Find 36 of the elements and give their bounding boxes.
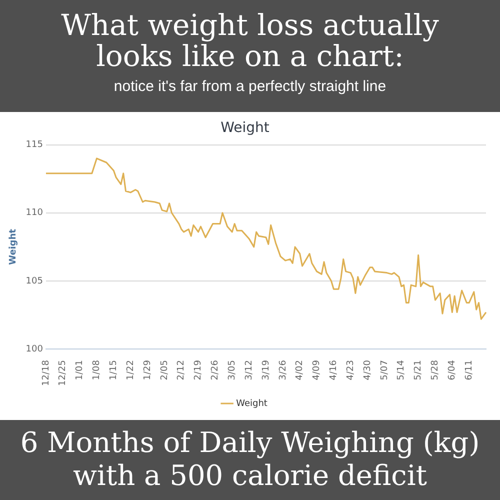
x-tick-label: 3/05 bbox=[227, 360, 238, 380]
x-tick-label: 1/15 bbox=[109, 360, 120, 380]
x-tick-label: 12/25 bbox=[58, 360, 68, 386]
y-tick-label: 110 bbox=[26, 208, 44, 218]
x-tick-label: 5/21 bbox=[414, 360, 424, 380]
x-tick-label: 6/04 bbox=[447, 360, 458, 380]
x-tick-label: 1/22 bbox=[126, 360, 136, 380]
x-tick-label: 2/26 bbox=[210, 360, 221, 380]
x-tick-label: 1/08 bbox=[92, 360, 102, 380]
x-tick-label: 4/09 bbox=[312, 360, 322, 380]
x-tick-label: 4/16 bbox=[329, 360, 340, 380]
x-tick-label: 3/19 bbox=[261, 360, 272, 380]
x-tick-label: 1/29 bbox=[142, 360, 153, 380]
y-tick-label: 100 bbox=[26, 344, 44, 354]
x-tick-label: 5/28 bbox=[430, 360, 441, 380]
x-tick-label: 4/30 bbox=[362, 360, 373, 380]
x-tick-label: 4/23 bbox=[346, 360, 356, 380]
chart-subtitle: notice it's far from a perfectly straight line bbox=[112, 78, 388, 95]
x-tick-label: 12/18 bbox=[41, 360, 52, 386]
text: 6 Months of Daily Weighing (kg) with a 500 calorie deficit bbox=[19, 426, 481, 492]
legend-label: Weight bbox=[236, 398, 268, 409]
x-tick-label: 5/07 bbox=[380, 360, 390, 380]
x-tick-label: 6/11 bbox=[464, 360, 474, 380]
text: Weight bbox=[220, 120, 270, 136]
x-tick-label: 3/26 bbox=[278, 360, 288, 380]
x-tick-label: 2/12 bbox=[176, 360, 187, 380]
x-tick-label: 3/12 bbox=[244, 360, 254, 380]
x-tick-label: 1/01 bbox=[75, 360, 86, 380]
x-tick-label: 2/19 bbox=[194, 360, 204, 380]
x-tick-label: 5/14 bbox=[396, 360, 407, 380]
y-tick-label: 105 bbox=[26, 276, 43, 286]
chart-title: What weight loss actually looks like on a chart: bbox=[60, 8, 440, 73]
x-tick-label: 2/05 bbox=[160, 360, 170, 380]
y-tick-label: 115 bbox=[26, 140, 43, 150]
y-axis-title: Weight bbox=[8, 228, 19, 265]
x-tick-label: 4/02 bbox=[295, 360, 306, 380]
